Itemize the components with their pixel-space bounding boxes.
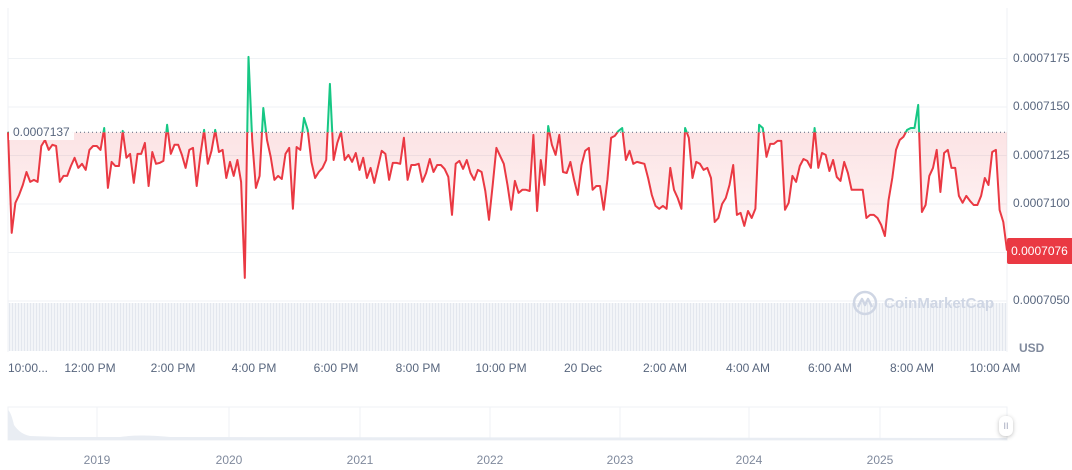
baseline-price-label: 0.0007137 bbox=[9, 124, 74, 141]
navigator-area bbox=[8, 410, 1007, 440]
currency-label: USD bbox=[1019, 341, 1045, 355]
navigator-year-label: 2022 bbox=[476, 453, 504, 467]
y-tick-label: 0.0007100 bbox=[1013, 196, 1070, 210]
x-tick-label: 8:00 PM bbox=[395, 361, 441, 375]
navigator-grid bbox=[96, 407, 881, 440]
x-tick-label: 20 Dec bbox=[563, 361, 603, 375]
coinmarketcap-watermark: CoinMarketCap bbox=[852, 290, 994, 316]
x-tick-label: 2:00 AM bbox=[642, 361, 688, 375]
coinmarketcap-logo-icon bbox=[852, 290, 878, 316]
grid-lines bbox=[8, 58, 1007, 302]
x-tick-label: 4:00 PM bbox=[231, 361, 277, 375]
navigator-year-label: 2019 bbox=[83, 453, 111, 467]
x-tick-label: 10:00 AM bbox=[969, 361, 1021, 375]
x-tick-label: 6:00 PM bbox=[313, 361, 359, 375]
y-tick-label: 0.0007150 bbox=[1013, 99, 1070, 113]
volume-bars bbox=[8, 303, 1007, 351]
x-tick-label: 12:00 PM bbox=[64, 361, 116, 375]
y-tick-label: 0.0007175 bbox=[1013, 50, 1070, 65]
x-tick-label: 6:00 AM bbox=[807, 361, 853, 375]
navigator-year-label: 2023 bbox=[606, 453, 634, 467]
y-tick-label: 0.0007125 bbox=[1013, 147, 1070, 162]
navigator-year-label: 2025 bbox=[866, 453, 894, 467]
navigator-drag-handle[interactable]: II bbox=[999, 416, 1013, 436]
price-area-below-baseline bbox=[8, 132, 1007, 278]
x-tick-label: 10:00... bbox=[7, 361, 49, 375]
watermark-text: CoinMarketCap bbox=[884, 294, 995, 312]
x-tick-label: 8:00 AM bbox=[889, 361, 935, 375]
y-tick-label: 0.0007050 bbox=[1013, 293, 1070, 307]
current-price-badge: 0.0007076 bbox=[1007, 237, 1072, 264]
x-tick-label: 4:00 AM bbox=[725, 361, 771, 375]
navigator-year-label: 2020 bbox=[215, 453, 243, 467]
navigator-frame[interactable] bbox=[7, 406, 1008, 441]
navigator-year-label: 2024 bbox=[735, 453, 763, 467]
x-tick-label: 2:00 PM bbox=[150, 361, 196, 375]
x-tick-label: 10:00 PM bbox=[475, 361, 527, 375]
price-line-down bbox=[7, 132, 1007, 279]
navigator-year-label: 2021 bbox=[346, 453, 374, 467]
